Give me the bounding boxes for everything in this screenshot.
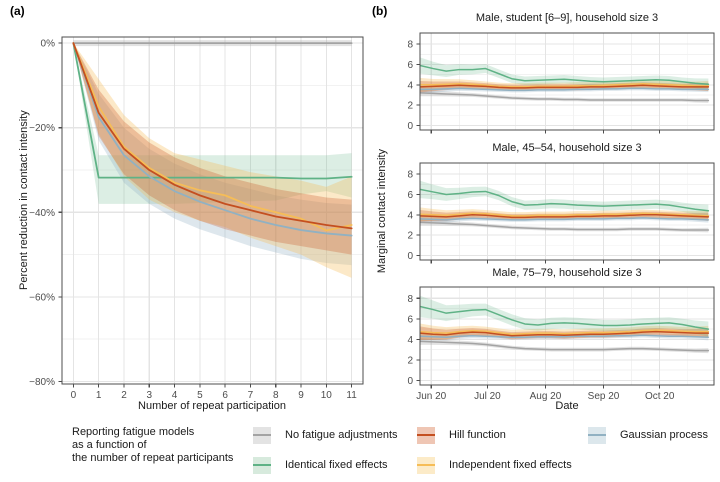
panel-b-chart-2-title: Male, 45–54, household size 3 (492, 142, 642, 154)
panel-b-chart-2: 0 2 4 6 8 (407, 162, 715, 264)
svg-text:0%: 0% (41, 39, 56, 50)
panel-b-x-axis-title: Date (555, 400, 579, 412)
svg-text:4: 4 (407, 210, 413, 221)
svg-text:2: 2 (407, 355, 413, 366)
legend-entry-identical: Identical fixed effects (253, 456, 388, 474)
svg-text:5: 5 (197, 390, 203, 401)
svg-text:Aug 20: Aug 20 (530, 391, 562, 401)
svg-text:Jul 20: Jul 20 (474, 391, 501, 401)
svg-text:9: 9 (298, 390, 304, 401)
legend-title: Reporting fatigue models as a function o… (72, 426, 233, 465)
svg-text:6: 6 (407, 190, 413, 201)
svg-text:2: 2 (407, 101, 413, 112)
svg-text:−60%: −60% (29, 292, 55, 303)
svg-text:8: 8 (407, 294, 413, 305)
svg-text:3: 3 (146, 390, 152, 401)
svg-text:6: 6 (407, 60, 413, 71)
svg-text:11: 11 (346, 390, 357, 401)
svg-text:−80%: −80% (29, 377, 55, 388)
panel-a-chart: 0% −20% −40% −60% −80% 0 1 2 3 4 5 6 7 8 9 10 11 (29, 36, 364, 401)
legend-label-no-fatigue: No fatigue adjustments (285, 429, 398, 441)
legend-entry-hill: Hill function (417, 426, 506, 444)
svg-text:10: 10 (321, 390, 333, 401)
panel-b-chart-1: 0 2 4 6 8 (407, 32, 715, 134)
panel-b-label: (b) (372, 4, 388, 18)
legend-label-independent: Independent fixed effects (449, 459, 572, 471)
panel-b-chart-3-title: Male, 75–79, household size 3 (492, 267, 642, 279)
svg-text:0: 0 (407, 251, 413, 262)
legend-label-hill: Hill function (449, 429, 506, 441)
svg-text:7: 7 (248, 390, 254, 401)
legend-label-gaussian: Gaussian process (620, 429, 709, 441)
no-fatigue-swatch-icon (253, 426, 271, 444)
legend-entry-no-fatigue: No fatigue adjustments (253, 426, 398, 444)
panel-b-chart-1-title: Male, student [6–9], household size 3 (475, 12, 659, 24)
svg-text:2: 2 (407, 231, 413, 242)
identical-fe-line-icon (253, 463, 271, 467)
svg-text:6: 6 (407, 314, 413, 325)
independent-fe-line-icon (417, 463, 435, 467)
svg-text:4: 4 (407, 335, 413, 346)
legend-entry-independent: Independent fixed effects (417, 456, 572, 474)
legend-title-line-3: the number of repeat participants (72, 452, 234, 464)
svg-text:0: 0 (71, 390, 77, 401)
independent-fe-swatch-icon (417, 456, 435, 474)
svg-text:2: 2 (121, 390, 127, 401)
svg-text:4: 4 (407, 80, 413, 91)
panel-b-y-axis-title: Marginal contact intensity (376, 148, 388, 274)
svg-text:0: 0 (407, 376, 413, 387)
panel-b-chart-3: 0 2 4 6 8 Jun 20 Jul 20 Aug 20 Sep 20 Oct 20 (407, 286, 715, 401)
svg-text:8: 8 (407, 170, 413, 181)
gaussian-process-swatch-icon (588, 426, 606, 444)
svg-text:6: 6 (222, 390, 228, 401)
svg-text:−20%: −20% (29, 123, 55, 134)
identical-fe-swatch-icon (253, 456, 271, 474)
gaussian-process-line-icon (588, 433, 606, 437)
legend-entry-gaussian: Gaussian process (588, 426, 708, 444)
svg-text:Sep 20: Sep 20 (588, 391, 620, 401)
legend-label-identical: Identical fixed effects (285, 459, 388, 471)
svg-text:1: 1 (96, 390, 102, 401)
svg-text:4: 4 (172, 390, 178, 401)
svg-text:−40%: −40% (29, 208, 55, 219)
legend-title-line-1: Reporting fatigue models (72, 426, 195, 438)
svg-text:8: 8 (407, 40, 413, 51)
svg-text:Oct 20: Oct 20 (645, 391, 675, 401)
legend-title-line-2: as a function of (72, 439, 147, 451)
no-fatigue-line-icon (253, 433, 271, 437)
hill-function-swatch-icon (417, 426, 435, 444)
svg-text:8: 8 (273, 390, 279, 401)
panel-a-label: (a) (10, 4, 25, 18)
svg-text:0: 0 (407, 121, 413, 132)
panel-a-x-axis-title: Number of repeat participation (138, 400, 286, 412)
svg-text:Jun 20: Jun 20 (416, 391, 446, 401)
hill-function-line-icon (417, 433, 435, 437)
